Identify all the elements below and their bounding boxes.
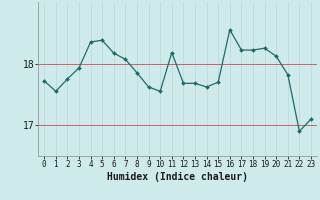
X-axis label: Humidex (Indice chaleur): Humidex (Indice chaleur)	[107, 172, 248, 182]
